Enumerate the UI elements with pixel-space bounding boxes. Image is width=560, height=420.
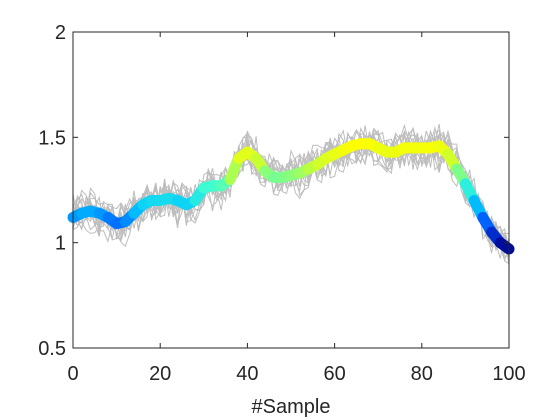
mean-series-segment bbox=[494, 237, 515, 255]
x-axis-label: #Sample bbox=[252, 396, 331, 418]
x-tick-label: 40 bbox=[236, 363, 258, 385]
y-tick-label: 1.5 bbox=[38, 127, 66, 149]
x-tick-label: 100 bbox=[492, 363, 525, 385]
plot-background bbox=[73, 32, 509, 348]
x-tick-label: 0 bbox=[67, 363, 78, 385]
x-tick-label: 80 bbox=[411, 363, 433, 385]
x-tick-label: 60 bbox=[323, 363, 345, 385]
x-tick-label: 20 bbox=[149, 363, 171, 385]
axis-ticks: 0 20 40 60 80 100 0.5 1 1.5 2 bbox=[38, 22, 526, 385]
mean-series-group bbox=[67, 138, 515, 255]
y-tick-label: 0.5 bbox=[38, 338, 66, 360]
y-tick-label: 2 bbox=[55, 22, 66, 44]
axes-box bbox=[72, 31, 510, 349]
y-tick-label: 1 bbox=[55, 233, 66, 255]
